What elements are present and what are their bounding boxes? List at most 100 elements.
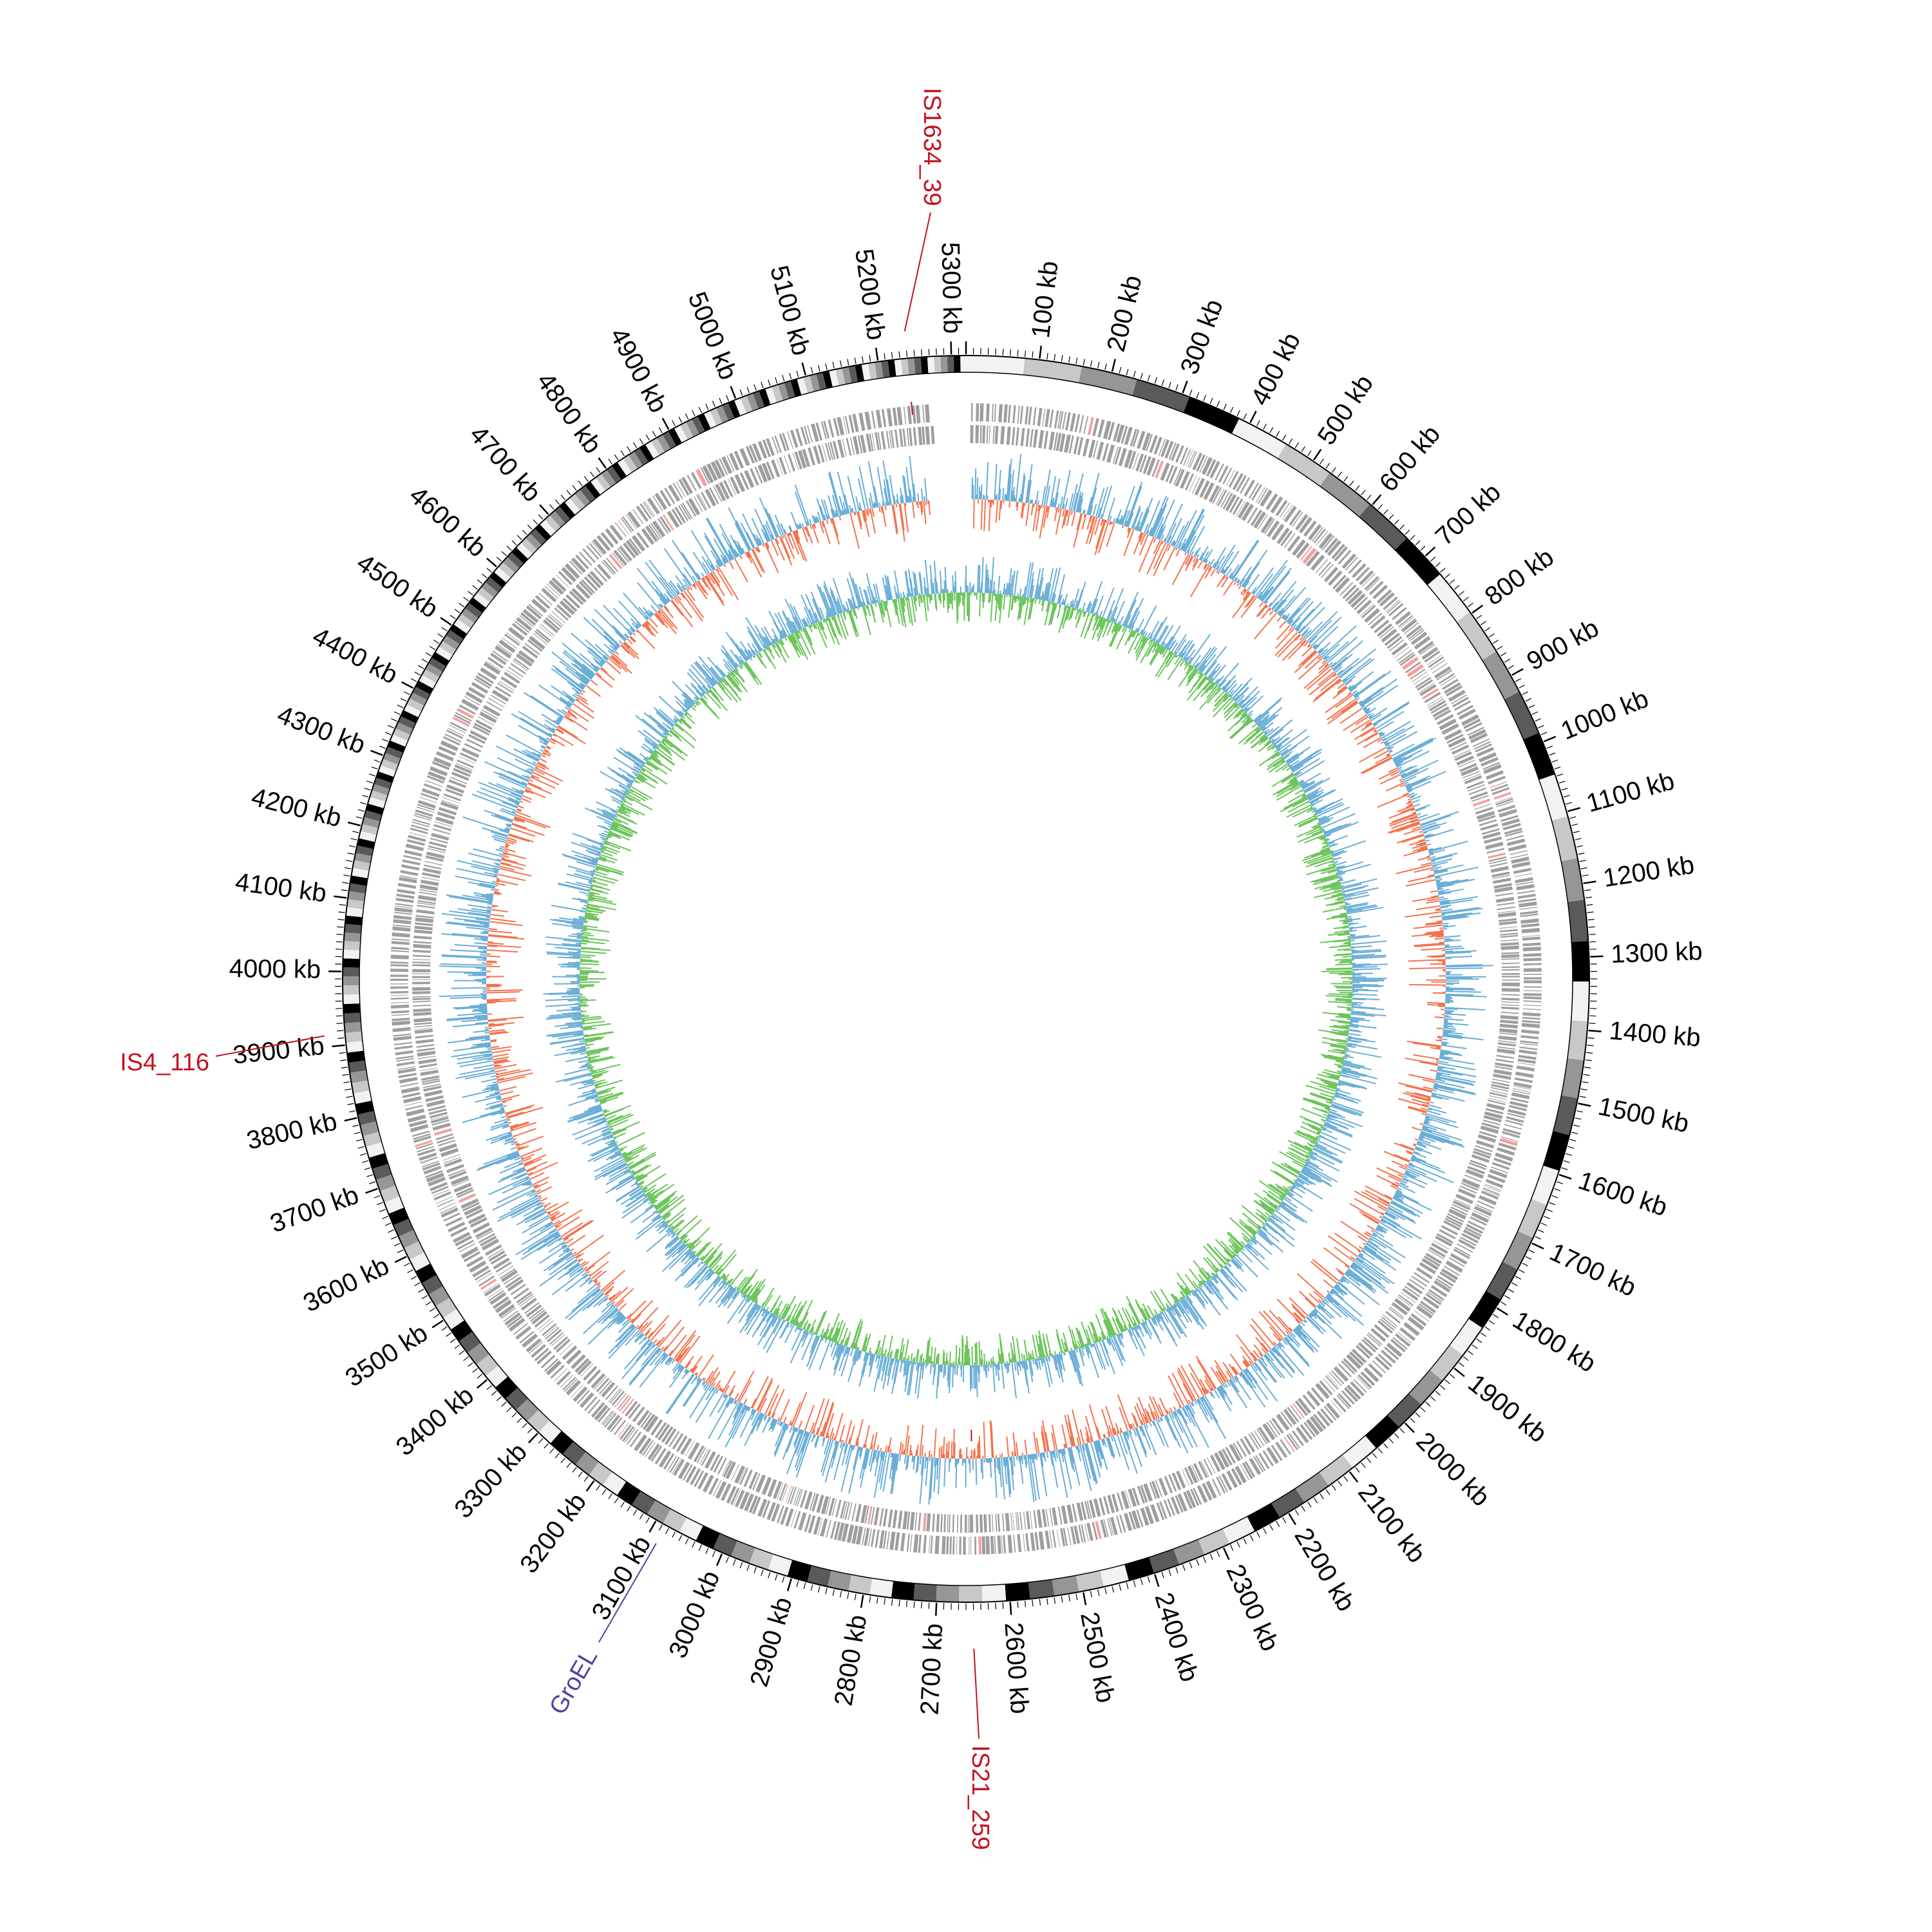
minor-tick [1589,1023,1596,1024]
minor-tick [1126,368,1129,375]
scale-tick-label: 4700 kb [464,421,546,507]
major-tick [1558,1173,1572,1180]
minor-tick [1024,350,1027,357]
minor-tick [672,420,676,426]
minor-tick [1126,1582,1129,1589]
ideogram-band [740,395,753,413]
ideogram-band [934,355,942,374]
ideogram-band [634,448,649,466]
ideogram-band [351,1080,370,1094]
minor-tick [496,1396,502,1401]
minor-tick [1039,1599,1041,1606]
ideogram-band [703,410,717,429]
ideogram-band [656,434,671,453]
minor-tick [379,1209,386,1213]
minor-tick [753,1567,757,1574]
minor-tick [338,911,345,913]
ideogram-band [360,1121,379,1136]
ideogram-band [450,624,468,639]
major-tick [1567,807,1581,812]
minor-tick [376,1202,383,1206]
major-tick [1039,345,1042,359]
ideogram-band [1517,1198,1547,1238]
minor-tick [1276,431,1280,437]
minor-tick [1196,1559,1200,1566]
minor-tick [1580,1088,1587,1091]
minor-tick [1425,1401,1431,1407]
ideogram-band [372,1164,392,1180]
minor-tick [1061,1596,1063,1603]
minor-tick [337,1030,344,1032]
minor-tick [1415,540,1421,545]
minor-tick [1585,1059,1592,1061]
minor-tick [1282,1517,1287,1524]
minor-tick [1549,752,1556,756]
ideogram-band [395,722,413,735]
ideogram-band [891,1581,915,1600]
minor-tick [410,678,417,682]
ideogram-band [601,469,616,488]
minor-tick [472,1368,478,1373]
scale-tick-label: 500 kb [1312,370,1379,450]
minor-tick [1196,392,1200,399]
minor-tick [658,1524,663,1531]
minor-tick [746,1564,750,1571]
ideogram-band [345,915,363,925]
major-tick [1543,735,1557,743]
minor-tick [620,450,625,457]
major-tick [649,1520,657,1533]
ideogram-band [645,440,659,459]
major-tick [661,417,670,430]
minor-tick [362,795,369,798]
ideogram-band [1271,1488,1305,1518]
minor-tick [712,1551,715,1557]
ideogram-band [807,1565,831,1587]
minor-tick [685,1538,689,1545]
minor-tick [336,934,343,935]
scale-tick-label: 2600 kb [999,1622,1034,1715]
annotation-connector-line [971,1429,980,1739]
minor-tick [560,495,565,500]
ideogram-band [348,1060,366,1073]
minor-tick [1161,1571,1164,1578]
minor-tick [1168,1569,1171,1577]
ideogram-band [442,635,460,650]
scale-tick-label: 800 kb [1480,543,1559,611]
ideogram-band [692,416,705,434]
ideogram-band [357,838,375,849]
minor-tick [1338,471,1342,478]
minor-tick [1320,1493,1324,1499]
minor-tick [1484,1326,1491,1331]
ideogram-band [662,431,677,450]
minor-tick [1430,1396,1436,1401]
ideogram-band [415,1263,437,1283]
ideogram-band [467,1343,489,1365]
ideogram-band [343,1012,361,1023]
minor-tick [1097,1589,1100,1596]
major-tick [527,1432,538,1444]
ideogram-band [378,765,397,777]
major-tick [1082,1592,1087,1605]
minor-tick [352,1124,359,1127]
minor-tick [463,1356,469,1361]
minor-tick [345,1088,352,1091]
minor-tick [1467,1350,1473,1355]
minor-tick [1546,745,1553,749]
minor-tick [511,540,517,545]
ideogram-band [759,388,771,407]
minor-tick [374,759,381,763]
minor-tick [343,1081,350,1083]
ideogram-band [485,576,502,593]
ideogram-band [848,1575,873,1595]
minor-tick [1175,384,1179,391]
minor-tick [1589,934,1596,935]
ideogram-band [1482,651,1520,699]
minor-tick [1355,485,1360,491]
ideogram-band [1543,1131,1570,1171]
major-tick [1154,1574,1160,1587]
minor-tick [1577,1110,1584,1113]
minor-tick [1388,514,1394,520]
scale-tick-label: 1300 kb [1611,937,1703,969]
ideogram-band [516,542,533,559]
ideogram-band [981,1584,1007,1602]
